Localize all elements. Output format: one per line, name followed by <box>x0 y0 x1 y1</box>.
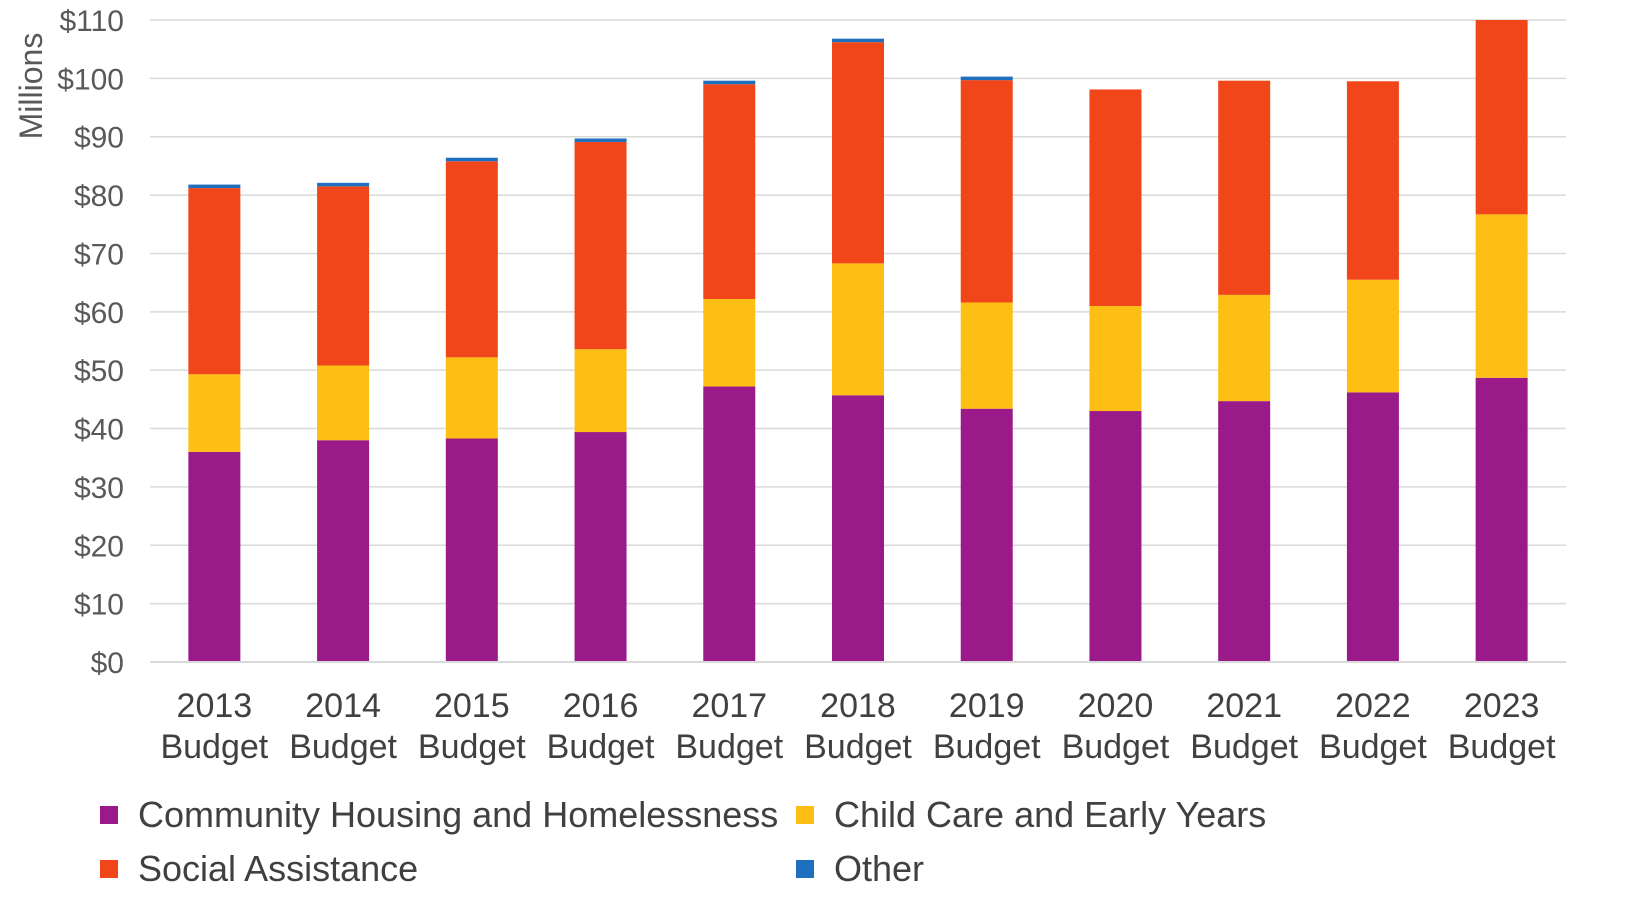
legend-item: Social Assistance <box>100 848 418 890</box>
x-tick-label: 2018 Budget <box>804 687 912 766</box>
bar-segment <box>1346 392 1399 662</box>
bar-segment <box>445 438 498 662</box>
bar-segment <box>188 451 241 662</box>
bar-segment <box>317 440 370 662</box>
y-tick-label: $10 <box>74 589 124 622</box>
legend-item: Community Housing and Homelessness <box>100 794 778 836</box>
y-tick-label: $70 <box>74 238 124 271</box>
bar-segment <box>188 184 241 189</box>
bar-segment <box>832 395 884 662</box>
bar-segment <box>445 157 498 162</box>
bar-segment <box>703 80 756 85</box>
bar-segment <box>317 182 370 187</box>
x-axis-ticks: 2013 Budget 2014 Budget 2015 Budget 2016 Budget… <box>150 661 1566 766</box>
x-tick-label: 2019 Budget <box>933 687 1041 766</box>
bar-segment <box>574 138 627 142</box>
y-tick-label: $30 <box>74 472 124 505</box>
bar-segment <box>574 432 627 662</box>
bar-segment <box>960 80 1013 303</box>
x-tick-label: 2022 Budget <box>1319 687 1427 766</box>
x-tick-label: 2016 Budget <box>547 687 655 766</box>
legend-swatch <box>100 806 118 824</box>
bar-segment <box>960 76 1013 81</box>
x-tick-label: 2023 Budget <box>1448 687 1556 766</box>
y-tick-label: $0 <box>91 647 124 680</box>
bar-segment <box>445 357 498 439</box>
bar-segment <box>445 161 498 358</box>
y-axis-label: Millions <box>13 33 49 140</box>
bar-segment <box>832 263 884 396</box>
legend-label: Child Care and Early Years <box>834 794 1267 835</box>
bar-segment <box>1475 20 1528 215</box>
y-tick-label: $60 <box>74 297 124 330</box>
bar-segment <box>1089 89 1142 306</box>
bar-segment <box>1346 81 1399 280</box>
bar-segment <box>1218 401 1271 662</box>
legend-label: Social Assistance <box>138 848 419 889</box>
legend-label: Other <box>834 848 925 889</box>
x-tick-label: 2014 Budget <box>289 687 397 766</box>
y-axis-ticks: $0 $10 $20 $30 $40 $50 $60 $70 $80 $90 $100 $110 <box>57 5 124 680</box>
bar-segment <box>703 298 756 387</box>
bar-segment <box>574 141 627 350</box>
bar-segment <box>574 349 627 433</box>
bar-segment <box>960 408 1013 662</box>
bar-segment <box>1218 294 1271 402</box>
legend-item: Other <box>796 848 924 890</box>
y-tick-label: $110 <box>59 5 124 38</box>
x-tick-label: 2017 Budget <box>675 687 783 766</box>
y-tick-label: $40 <box>74 414 124 447</box>
bar-segment <box>960 302 1013 409</box>
legend-item: Child Care and Early Years <box>796 794 1266 836</box>
y-tick-label: $90 <box>74 122 124 155</box>
bar-segment <box>317 186 370 366</box>
legend-swatch <box>796 806 814 824</box>
y-tick-label: $50 <box>74 355 124 388</box>
bar-segment <box>317 365 370 441</box>
legend-swatch <box>100 860 118 878</box>
x-tick-label: 2021 Budget <box>1190 687 1298 766</box>
y-tick-label: $20 <box>74 530 124 563</box>
bar-segment <box>1346 279 1399 393</box>
bar-segment <box>832 42 884 264</box>
bar-segment <box>703 84 756 299</box>
bar-segment <box>1475 377 1528 662</box>
bar-segment <box>1089 305 1142 412</box>
bars <box>188 20 1528 662</box>
bar-segment <box>1218 80 1271 295</box>
bar-segment <box>188 188 241 375</box>
legend-label: Community Housing and Homelessness <box>138 794 779 835</box>
x-tick-label: 2015 Budget <box>418 687 526 766</box>
legend-swatch <box>796 860 814 878</box>
bar-segment <box>832 38 884 43</box>
bar-segment <box>188 374 241 452</box>
y-tick-label: $80 <box>74 180 124 213</box>
y-tick-label: $100 <box>57 63 124 96</box>
x-tick-label: 2020 Budget <box>1062 687 1170 766</box>
bar-segment <box>1475 214 1528 378</box>
bar-segment <box>703 386 756 662</box>
bar-segment <box>1089 411 1142 662</box>
x-tick-label: 2013 Budget <box>160 687 268 766</box>
